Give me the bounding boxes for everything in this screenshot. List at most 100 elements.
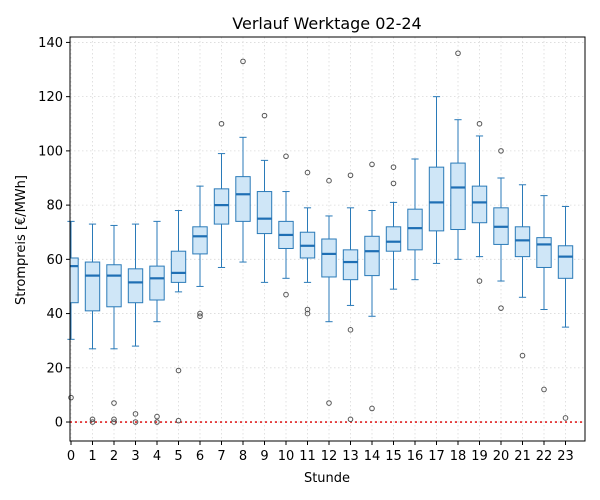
y-axis-ticks: 0 20 40 60 80 100 120 140 [38,36,70,431]
iqr-box [84,261,101,312]
outlier-point [347,416,354,423]
x-tick-label: 17 [428,449,445,464]
outlier-point [326,400,332,406]
box-hour-18 [450,50,466,260]
iqr-box [170,250,187,283]
box-hour-15 [385,164,402,290]
x-tick-label: 3 [131,449,139,464]
outlier-point [175,367,182,374]
outlier-point [498,305,504,311]
x-tick-label: 14 [364,449,381,464]
outlier-point [304,306,311,313]
y-tick-label: 120 [38,90,63,105]
x-tick-label: 10 [278,449,295,464]
box-hour-10 [278,153,294,298]
box-hour-22 [536,195,552,393]
iqr-box [450,162,466,231]
x-tick-label: 19 [471,449,488,464]
y-axis-label: Strompreis [€/MWh] [14,175,29,305]
x-tick-label: 15 [385,449,402,464]
outlier-point [89,416,96,423]
x-tick-label: 4 [153,449,161,464]
iqr-box [342,249,359,281]
box-hour-14 [364,161,380,412]
outlier-point [154,419,160,425]
box-hour-19 [471,120,488,284]
outlier-point [111,416,117,423]
outlier-point [68,394,74,401]
box-hour-16 [407,158,423,281]
y-tick-label: 60 [46,253,63,268]
x-tick-label: 13 [342,449,359,464]
outlier-point [498,148,504,154]
x-tick-label: 0 [67,449,75,464]
y-tick-label: 100 [38,144,63,159]
x-tick-label: 1 [88,449,96,464]
y-tick-label: 40 [46,307,63,322]
box-hour-17 [428,96,445,264]
x-tick-label: 23 [557,449,574,464]
y-tick-label: 140 [38,36,63,51]
box-series [67,50,574,425]
outlier-point [197,310,203,317]
box-hour-13 [342,172,359,423]
iqr-box [514,226,531,258]
outlier-point [541,386,547,393]
outlier-point [347,327,354,333]
box-hour-8 [235,58,251,263]
box-hour-20 [493,148,509,311]
outlier-point [132,419,139,425]
x-tick-label: 2 [110,449,118,464]
outlier-point [476,278,483,284]
box-hour-4 [149,220,165,425]
outlier-point [369,161,375,168]
iqr-box [321,238,337,278]
outlier-point [218,120,225,127]
y-tick-label: 0 [55,416,63,431]
grid-lines [70,37,585,441]
x-tick-label: 16 [407,449,424,464]
outlier-point [390,164,397,170]
outlier-point [154,413,160,420]
outlier-point [326,177,332,184]
box-hour-0 [67,220,79,401]
plot-frame [69,36,586,442]
iqr-box [235,176,251,222]
y-tick-label: 20 [46,361,63,376]
iqr-box [471,185,488,224]
x-tick-label: 20 [493,449,510,464]
iqr-box [213,188,230,225]
outlier-point [562,415,569,421]
iqr-box [536,237,552,268]
iqr-box [256,191,273,235]
iqr-box [192,226,208,255]
outlier-point [111,400,117,406]
iqr-box [69,257,79,304]
outlier-point [369,405,375,412]
chart-title: Verlauf Werktage 02-24 [232,14,421,33]
outlier-point [261,112,268,119]
box-hour-6 [192,185,208,320]
iqr-box [407,208,423,251]
box-hour-12 [321,177,337,406]
iqr-box [557,245,574,279]
x-tick-label: 8 [239,449,247,464]
x-tick-label: 9 [260,449,268,464]
outlier-point [304,310,311,317]
outlier-point [476,120,483,127]
iqr-box [127,268,144,304]
box-hour-11 [299,169,316,317]
box-hour-3 [127,223,144,425]
outlier-point [89,419,96,425]
box-hour-1 [84,223,101,425]
iqr-box [428,166,445,232]
box-hour-7 [213,120,230,268]
x-tick-label: 21 [514,449,531,464]
x-tick-label: 5 [174,449,182,464]
outlier-point [175,417,182,424]
iqr-box [149,265,165,301]
outlier-point [283,291,289,298]
outlier-point [283,153,289,160]
outlier-point [519,352,526,359]
x-tick-label: 11 [299,449,316,464]
